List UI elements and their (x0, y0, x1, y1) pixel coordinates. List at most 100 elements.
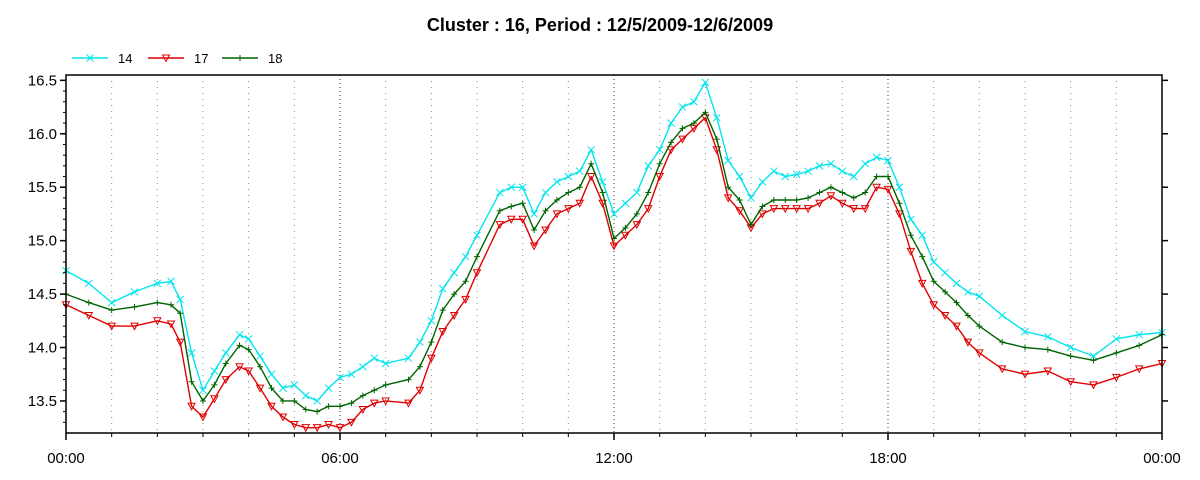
data-point (198, 413, 208, 422)
data-point (289, 420, 299, 430)
data-point (495, 188, 504, 197)
data-point (152, 317, 162, 326)
data-point (1043, 367, 1053, 376)
data-point (917, 279, 927, 288)
data-point (359, 392, 366, 399)
data-point (336, 373, 344, 382)
data-point (518, 183, 527, 192)
data-point (314, 408, 321, 415)
data-point (427, 316, 436, 325)
data-point (690, 120, 697, 127)
data-point (302, 406, 309, 413)
data-point (837, 199, 847, 208)
data-point (815, 199, 824, 208)
data-point (656, 160, 663, 167)
data-point (942, 288, 949, 295)
data-point (895, 183, 904, 192)
data-point (792, 170, 801, 179)
data-point (678, 135, 687, 144)
y-axis: 13.5 14.0 14.5 15.0 15.5 16.0 16.5 (28, 72, 1168, 423)
data-point (279, 384, 287, 392)
data-point (815, 161, 824, 170)
data-point (507, 183, 516, 192)
data-point (564, 172, 573, 181)
data-point (839, 189, 846, 196)
data-point (872, 183, 881, 192)
data-point (221, 376, 231, 385)
data-point (404, 354, 413, 363)
data-point (1135, 330, 1144, 339)
data-point (953, 299, 960, 306)
data-point (759, 203, 766, 210)
series-layer (61, 78, 1167, 433)
data-point (438, 327, 448, 337)
data-point (952, 279, 961, 288)
data-point (268, 385, 275, 392)
data-point (438, 284, 447, 293)
data-point (552, 210, 562, 219)
data-point (530, 210, 538, 218)
data-point (643, 205, 653, 214)
data-point (736, 197, 743, 204)
data-point (1022, 344, 1028, 351)
data-point (929, 301, 939, 310)
data-point (873, 173, 880, 180)
data-point (781, 172, 790, 181)
y-tick-label: 14.5 (28, 286, 57, 303)
data-point (405, 376, 412, 383)
data-point (747, 194, 755, 202)
data-point (472, 269, 482, 278)
data-point (884, 156, 892, 165)
chart-title: Cluster : 16, Period : 12/5/2009-12/6/20… (427, 15, 773, 35)
data-point (622, 224, 629, 231)
data-point (382, 381, 389, 388)
data-point (324, 420, 333, 430)
data-point (974, 349, 984, 358)
data-point (131, 303, 138, 310)
data-point (1090, 357, 1097, 364)
data-point (930, 278, 937, 285)
data-point (1021, 327, 1029, 336)
data-point (850, 194, 857, 201)
data-point (906, 247, 916, 256)
data-point (1089, 381, 1098, 390)
data-point (713, 136, 720, 143)
data-point (1089, 352, 1098, 360)
data-point (370, 354, 379, 363)
data-point (255, 384, 265, 393)
data-point (724, 156, 733, 165)
data-point (678, 103, 687, 111)
data-point (609, 242, 619, 251)
data-point (416, 363, 423, 370)
data-point (449, 311, 459, 321)
data-point (416, 338, 424, 347)
data-point (450, 268, 459, 277)
grid (111, 75, 1117, 433)
data-point (369, 399, 379, 408)
data-point (130, 322, 139, 331)
data-point (1066, 378, 1076, 387)
data-point (244, 335, 253, 343)
data-point (188, 378, 195, 385)
data-point (1044, 346, 1051, 353)
data-point (244, 367, 254, 376)
data-point (668, 139, 675, 146)
data-point (176, 295, 185, 304)
data-point (541, 188, 550, 197)
data-point (860, 205, 870, 214)
data-point (324, 384, 333, 392)
legend-marker (237, 55, 243, 61)
data-point (187, 348, 196, 357)
x-tick-label: 18:00 (869, 450, 907, 467)
data-point (167, 277, 175, 286)
data-point (849, 172, 858, 181)
data-point (885, 173, 891, 180)
data-point (451, 291, 458, 298)
data-point (462, 278, 469, 285)
data-point (999, 339, 1006, 346)
data-point (586, 173, 596, 182)
data-point (712, 146, 722, 155)
data-point (645, 189, 652, 196)
